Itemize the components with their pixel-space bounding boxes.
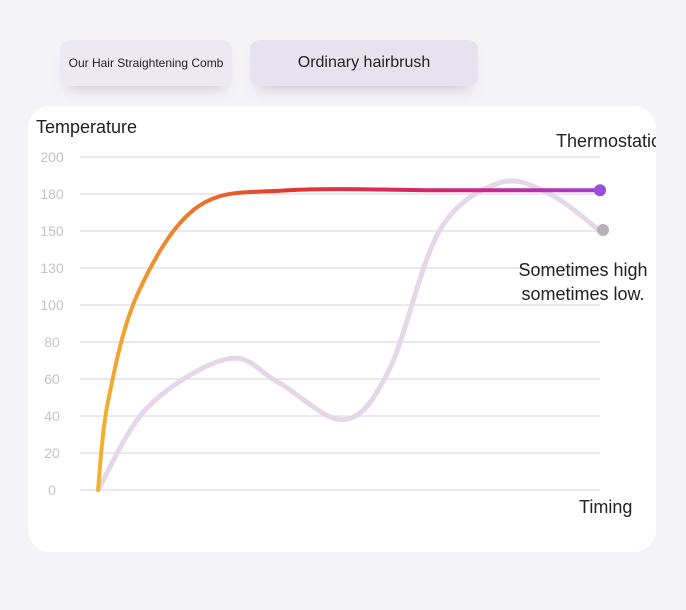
tab-label: Our Hair Straightening Comb xyxy=(68,56,224,70)
y-tick-label: 40 xyxy=(44,408,60,424)
x-axis-title: Timing xyxy=(579,497,632,517)
y-tick-label: 130 xyxy=(40,260,64,276)
temperature-chart: 0 20 40 60 80 100 130 150 180 200 Temperature Tim… xyxy=(36,117,656,517)
series-end-point-variable xyxy=(597,224,609,236)
tab-hair-straightening-comb[interactable]: Our Hair Straightening Comb xyxy=(60,40,232,86)
y-tick-label: 180 xyxy=(40,186,64,202)
y-axis-title: Temperature xyxy=(36,117,137,137)
y-tick-label: 0 xyxy=(48,482,56,498)
annotation-variable-line-1: Sometimes high xyxy=(518,260,647,280)
y-tick-label: 80 xyxy=(44,334,60,350)
y-tick-label: 60 xyxy=(44,371,60,387)
annotation-thermostatic: Thermostatic xyxy=(556,131,656,151)
y-tick-label: 100 xyxy=(40,297,64,313)
chart-card: 0 20 40 60 80 100 130 150 180 200 Temperature Tim… xyxy=(28,106,656,552)
series-end-point-thermostatic xyxy=(594,184,606,197)
tab-label: Ordinary hairbrush xyxy=(297,54,431,71)
y-tick-label: 200 xyxy=(40,149,64,165)
series-line-thermostatic xyxy=(96,187,602,492)
y-tick-label: 150 xyxy=(40,223,64,239)
tab-ordinary-hairbrush[interactable]: Ordinary hairbrush xyxy=(250,40,478,86)
y-tick-label: 20 xyxy=(44,445,60,461)
annotation-variable-line-2: sometimes low. xyxy=(521,284,644,304)
series-line-variable xyxy=(95,178,603,493)
